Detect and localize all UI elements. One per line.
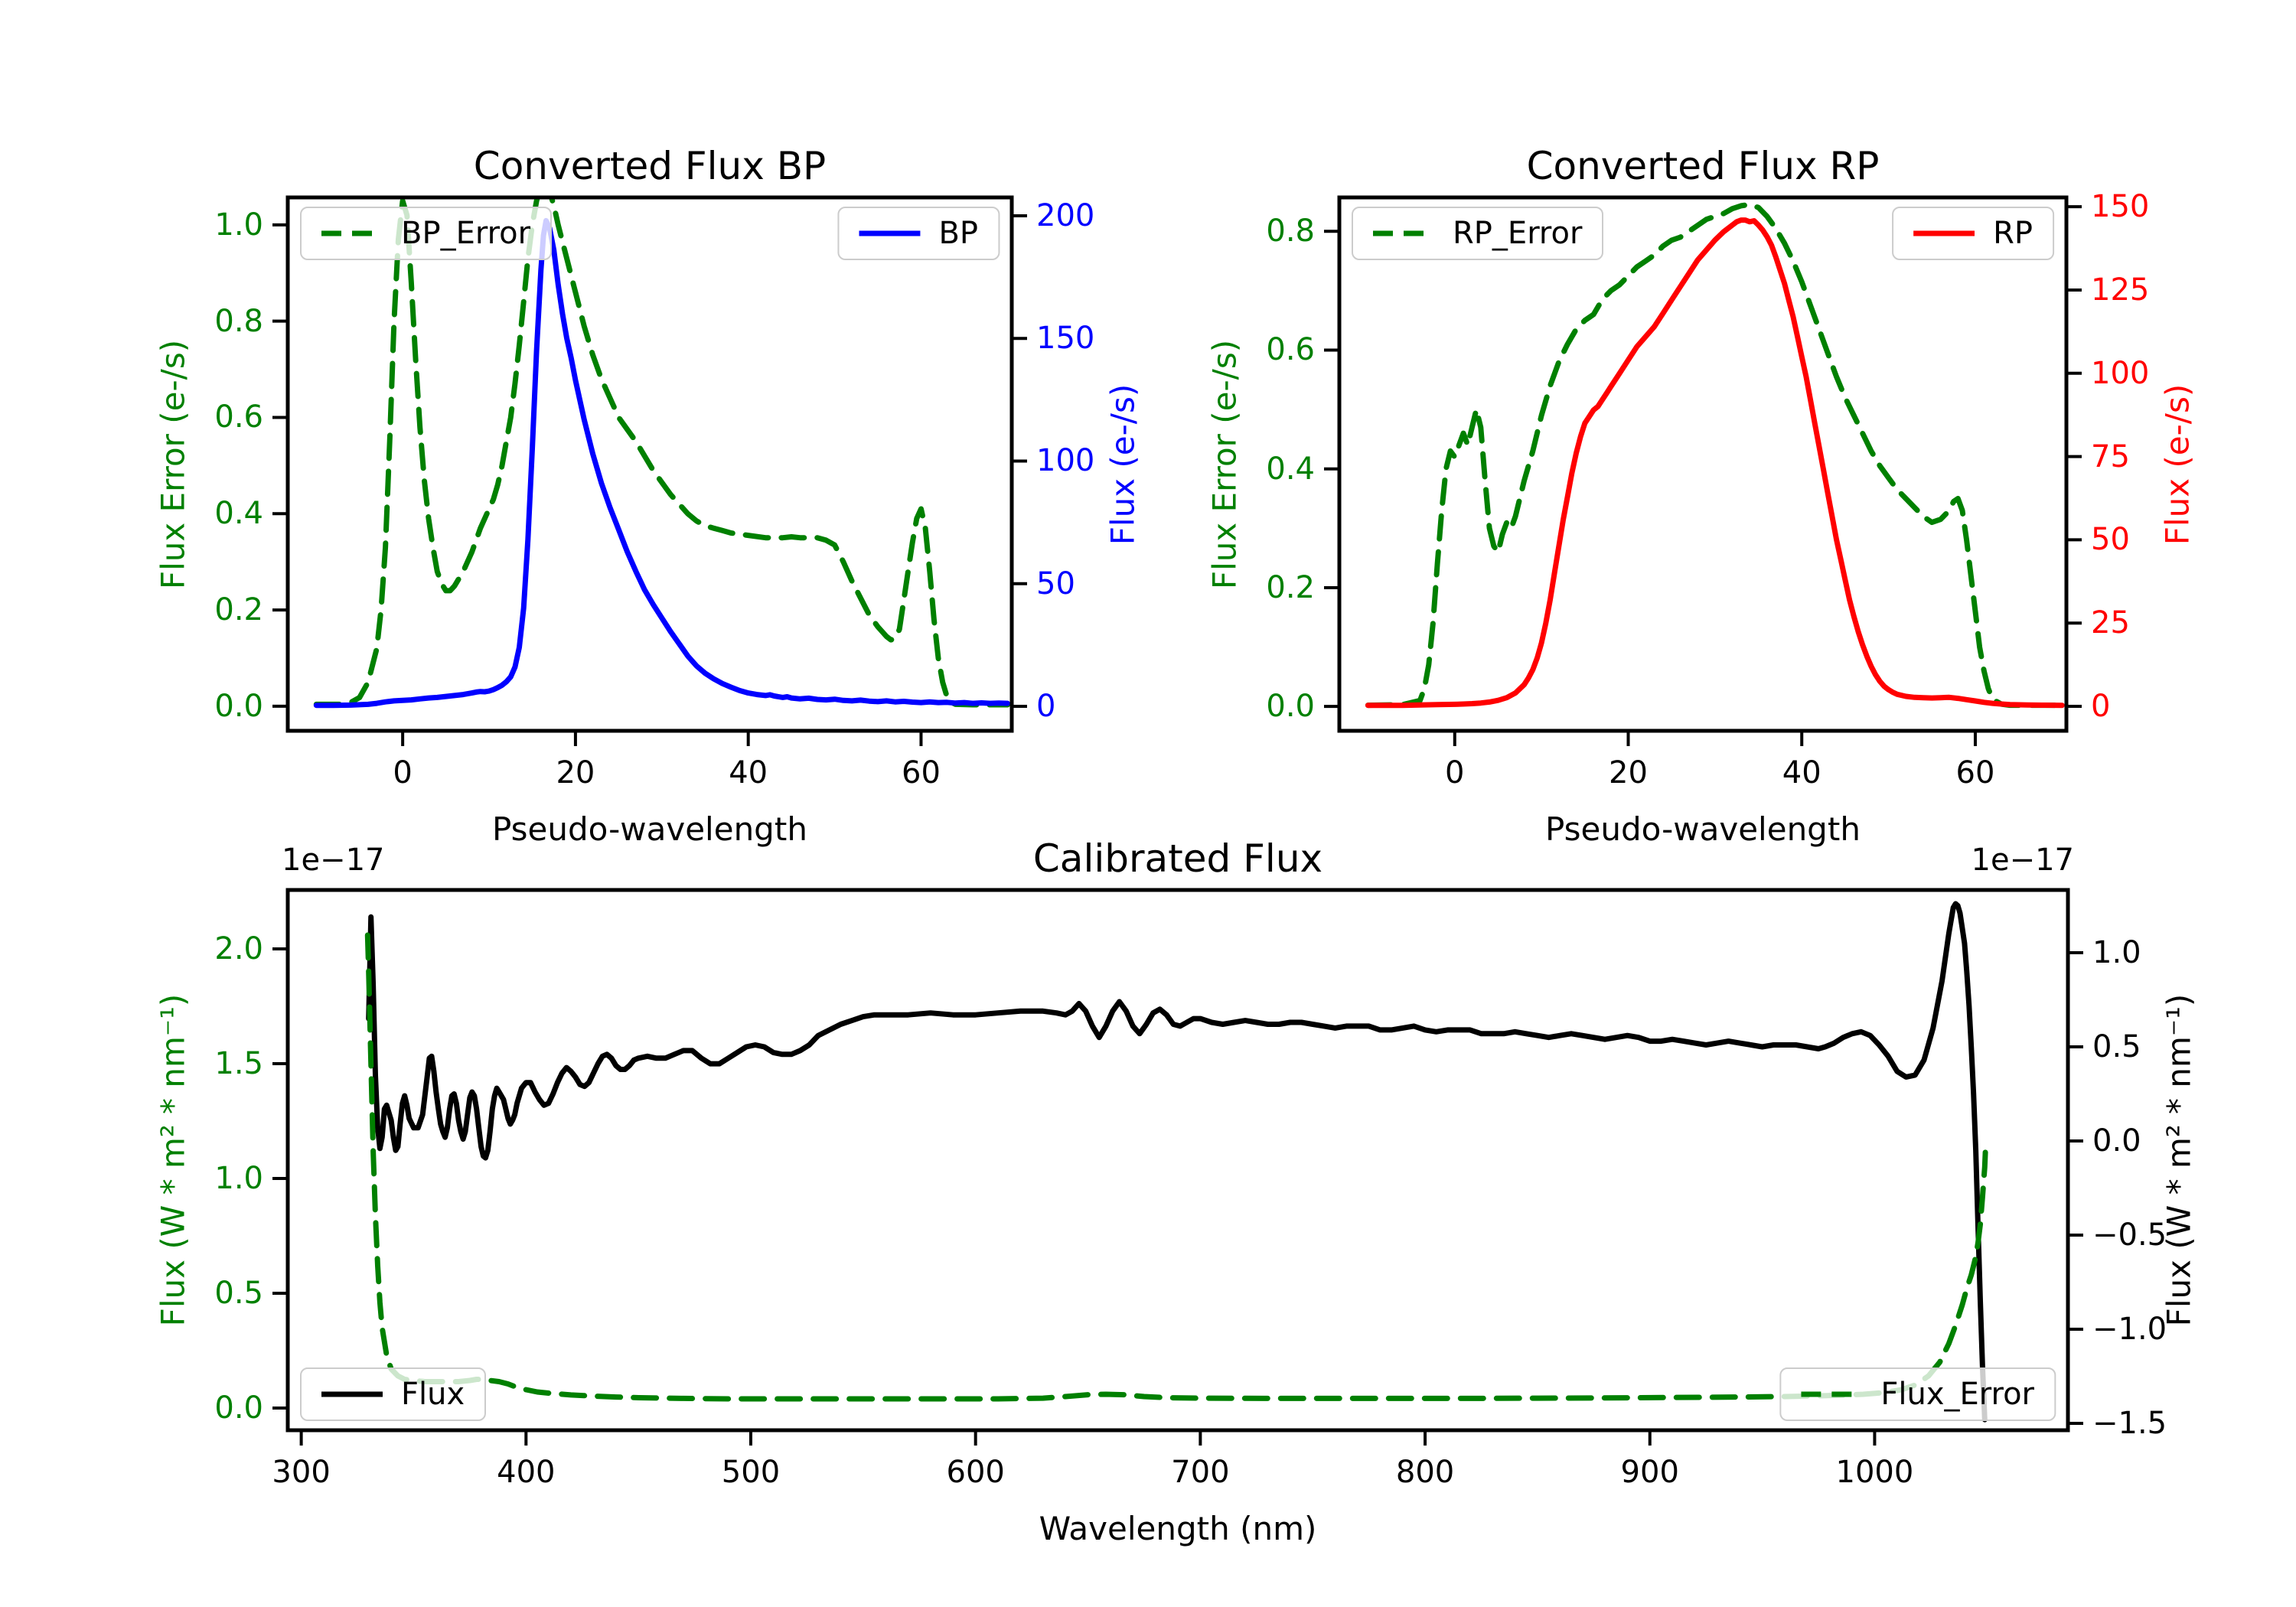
series-line-BP [313,217,1010,709]
offset-text-right: 1e−17 [1971,843,2074,878]
y-tick-label-right-rp: 125 [2091,272,2150,308]
x-tick-label-calibrated: 800 [1395,1455,1455,1490]
x-tick-label-bp: 0 [393,755,413,790]
y-tick-label-left-calibrated: 0.0 [214,1390,263,1426]
legend-Flux: Flux [300,1367,487,1421]
y-tick-label-right-bp: 200 [1036,198,1095,234]
x-tick-label-calibrated: 300 [272,1455,331,1490]
legend-label-RP: RP [1993,216,2033,251]
legend-Flux_Error: Flux_Error [1779,1367,2056,1421]
legend-label-RP_Error: RP_Error [1453,216,1583,251]
x-tick-label-calibrated: 700 [1171,1455,1230,1490]
legend-label-BP: BP [938,216,978,251]
y-tick-label-left-rp: 0.0 [1266,689,1315,725]
y-tick-label-right-calibrated: −0.5 [2092,1217,2167,1253]
offset-text-left: 1e−17 [282,843,385,878]
legend-label-Flux: Flux [401,1377,465,1412]
x-tick-label-calibrated: 600 [946,1455,1005,1490]
y-tick-label-right-rp: 100 [2091,355,2150,391]
x-tick-label-rp: 60 [1955,755,1995,790]
legend-line-sample-BP [859,230,921,236]
legend-label-Flux_Error: Flux_Error [1880,1377,2034,1412]
chart-title-bp: Converted Flux BP [473,144,827,188]
y-tick-label-right-rp: 25 [2091,605,2130,641]
y-tick-label-right-calibrated: −1.0 [2092,1311,2167,1347]
y-tick-label-left-calibrated: 2.0 [214,931,263,966]
legend-RP: RP [1892,207,2054,260]
x-tick-label-rp: 40 [1782,755,1821,790]
axes-spines-rp [1337,195,2069,733]
y-tick-label-left-calibrated: 1.5 [214,1046,263,1081]
legend-line-sample-RP [1913,230,1975,236]
y-tick-label-left-rp: 0.6 [1266,332,1315,368]
y-tick-label-right-calibrated: 0.0 [2092,1123,2141,1159]
x-tick-label-calibrated: 1000 [1835,1455,1914,1490]
legend-BP: BP [837,207,1000,260]
x-tick-label-rp: 0 [1445,755,1465,790]
legend-line-sample-BP_Error [321,230,383,236]
chart-title-calibrated: Calibrated Flux [1032,836,1323,881]
series-line-BP_Error [313,197,1010,708]
axes-spines-calibrated [285,888,2070,1433]
legend-line-sample-RP_Error [1373,230,1434,236]
y-tick-label-left-bp: 0.8 [214,303,263,339]
y-tick-label-right-rp: 150 [2091,189,2150,225]
y-tick-label-left-bp: 0.2 [214,592,263,628]
y-tick-label-left-calibrated: 0.5 [214,1275,263,1311]
y-tick-label-left-bp: 0.4 [214,496,263,532]
y-tick-label-left-bp: 0.6 [214,399,263,435]
x-tick-label-bp: 40 [729,755,768,790]
y-tick-label-left-rp: 0.8 [1266,214,1315,249]
y-tick-label-left-calibrated: 1.0 [214,1160,263,1196]
legend-line-sample-Flux_Error [1801,1391,1863,1397]
series-line-Flux [366,901,1988,1423]
y-tick-label-right-rp: 0 [2091,689,2111,724]
legend-line-sample-Flux [321,1391,383,1397]
chart-title-rp: Converted Flux RP [1526,144,1880,188]
y-tick-label-right-calibrated: 1.0 [2092,934,2141,970]
series-line-Flux_Error [364,932,1989,1402]
x-tick-label-calibrated: 900 [1620,1455,1679,1490]
y-tick-label-right-bp: 100 [1036,443,1095,479]
x-axis-label-bp: Pseudo-wavelength [492,810,807,848]
series-line-RP_Error [1365,201,2065,709]
y-tick-label-right-calibrated: −1.5 [2092,1405,2167,1441]
y-tick-label-left-bp: 0.0 [214,688,263,724]
y-tick-label-right-bp: 50 [1036,566,1075,601]
series-line-RP [1365,217,2065,709]
y-tick-label-left-rp: 0.4 [1266,451,1315,487]
y-tick-label-right-bp: 0 [1036,688,1056,724]
x-tick-label-calibrated: 400 [497,1455,556,1490]
y-tick-label-left-bp: 1.0 [214,207,263,243]
legend-RP_Error: RP_Error [1352,207,1604,260]
y-tick-label-left-rp: 0.2 [1266,569,1315,605]
x-tick-label-bp: 20 [556,755,595,790]
legend-label-BP_Error: BP_Error [401,216,531,251]
y-tick-label-right-calibrated: 0.5 [2092,1028,2141,1064]
x-axis-label-calibrated: Wavelength (nm) [1039,1510,1317,1547]
axes-spines-bp [285,195,1014,733]
y-tick-label-right-bp: 150 [1036,321,1095,357]
y-tick-label-right-rp: 50 [2091,522,2130,558]
legend-BP_Error: BP_Error [300,207,553,260]
y-tick-label-right-rp: 75 [2091,438,2130,474]
x-tick-label-calibrated: 500 [721,1455,781,1490]
x-tick-label-rp: 20 [1609,755,1648,790]
x-axis-label-rp: Pseudo-wavelength [1545,810,1861,848]
x-tick-label-bp: 60 [902,755,941,790]
